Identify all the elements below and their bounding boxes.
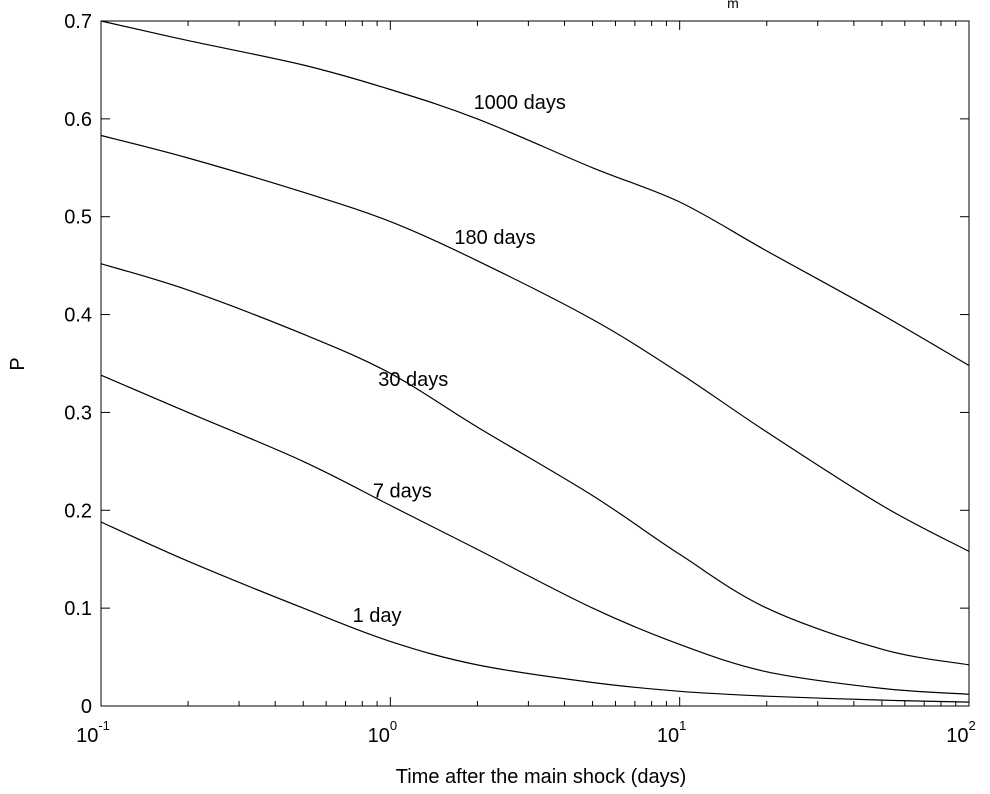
plot-area xyxy=(100,20,970,707)
series-label: 30 days xyxy=(378,369,448,391)
y-tick-label: 0.2 xyxy=(64,500,92,522)
y-tick-label: 0.3 xyxy=(64,402,92,424)
series-label: 7 days xyxy=(373,481,432,503)
title-fragment: m xyxy=(727,0,739,11)
series-line xyxy=(100,134,970,552)
series-line xyxy=(100,20,970,367)
series-line xyxy=(100,521,970,703)
series-group: 1000 days 180 days 30 days 7 days 1 day xyxy=(100,20,970,703)
series-label: 1000 days xyxy=(474,92,566,114)
series-line xyxy=(100,374,970,695)
x-tick-exponent: 0 xyxy=(390,718,397,733)
y-tick-label: 0.4 xyxy=(64,305,92,327)
x-axis-label: Time after the main shock (days) xyxy=(396,766,686,788)
x-tick-exponent: 1 xyxy=(679,718,686,733)
y-tick-label: 0.7 xyxy=(64,11,92,33)
x-tick-exponent: -1 xyxy=(98,718,110,733)
y-tick-label: 0.1 xyxy=(64,598,92,620)
y-tick-label: 0 xyxy=(81,696,92,718)
series-line xyxy=(100,263,970,666)
y-axis-ticks: 0 0.1 0.2 0.3 0.4 0.5 0.6 0.7 xyxy=(64,11,969,718)
x-tick-exponent: 2 xyxy=(969,718,976,733)
y-tick-label: 0.5 xyxy=(64,207,92,229)
series-label: 1 day xyxy=(353,605,402,627)
y-tick-label: 0.6 xyxy=(64,109,92,131)
series-label: 180 days xyxy=(454,227,535,249)
plot-frame xyxy=(100,20,970,707)
y-axis-label: P xyxy=(7,357,29,370)
